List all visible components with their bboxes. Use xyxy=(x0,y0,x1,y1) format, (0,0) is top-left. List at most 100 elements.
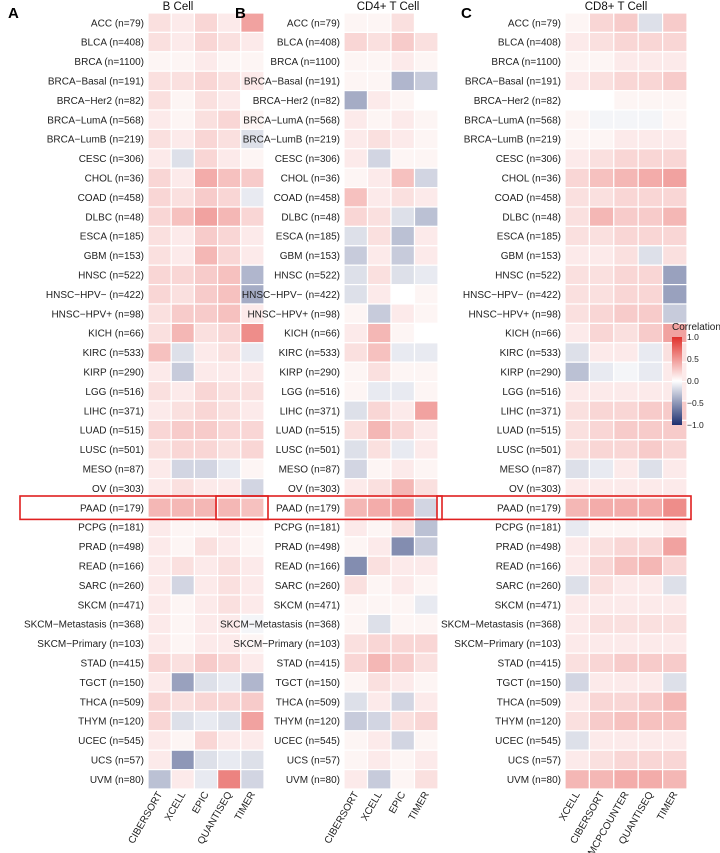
heatmap-cell xyxy=(217,536,242,557)
heatmap-cell xyxy=(564,89,590,111)
row-label: BRCA−Basal (n=191) xyxy=(48,77,144,88)
heatmap-cell xyxy=(170,478,195,499)
heatmap-cell xyxy=(170,89,195,111)
heatmap-cell xyxy=(217,458,242,480)
heatmap-cell xyxy=(637,768,664,790)
heatmap-cell xyxy=(588,671,615,693)
heatmap-cell xyxy=(217,70,242,92)
heatmap-cell xyxy=(588,89,615,111)
heatmap-cell xyxy=(413,303,439,324)
heatmap-cell xyxy=(390,749,416,771)
heatmap-cell xyxy=(637,109,664,130)
heatmap-cell xyxy=(564,497,590,518)
heatmap-cell xyxy=(147,342,172,363)
heatmap-cell xyxy=(613,381,639,402)
row-label: STAD (n=415) xyxy=(498,659,561,670)
heatmap-cell xyxy=(193,187,219,208)
panel-letter: A xyxy=(8,5,19,22)
heatmap-cell xyxy=(240,730,265,751)
heatmap-cell xyxy=(147,652,172,674)
heatmap-cell xyxy=(390,478,416,499)
heatmap-cell xyxy=(661,458,688,480)
heatmap-cell xyxy=(193,381,219,402)
heatmap-cell xyxy=(661,70,688,92)
heatmap-cell xyxy=(193,225,219,247)
heatmap-cell xyxy=(661,768,688,790)
heatmap-cell xyxy=(147,633,172,654)
heatmap-cell xyxy=(413,710,439,732)
heatmap-cell xyxy=(661,555,688,577)
row-label: GBM (n=153) xyxy=(84,251,144,262)
heatmap-cell xyxy=(564,31,590,53)
row-label: UCS (n=57) xyxy=(91,756,144,767)
heatmap-cell xyxy=(147,555,172,577)
heatmap-cell xyxy=(366,264,392,286)
heatmap-cell xyxy=(413,31,439,53)
heatmap-cell xyxy=(588,749,615,771)
heatmap-cell xyxy=(588,225,615,247)
heatmap-cell xyxy=(613,574,639,596)
heatmap-cell xyxy=(637,128,664,150)
heatmap-cell xyxy=(637,730,664,751)
heatmap-cell xyxy=(613,516,639,538)
heatmap-cell xyxy=(564,284,590,305)
row-label: SKCM−Primary (n=103) xyxy=(233,639,340,650)
row-label: GBM (n=153) xyxy=(280,251,340,262)
row-label: BLCA (n=408) xyxy=(277,38,340,49)
heatmap-cell xyxy=(170,187,195,208)
heatmap-cell xyxy=(564,361,590,383)
heatmap-cell xyxy=(637,89,664,111)
heatmap-cell xyxy=(588,381,615,402)
heatmap-cell xyxy=(637,574,664,596)
heatmap-cell xyxy=(170,128,195,150)
heatmap-cell xyxy=(613,361,639,383)
heatmap-cell xyxy=(193,555,219,577)
row-label: MESO (n=87) xyxy=(279,465,340,476)
heatmap-cell xyxy=(193,633,219,654)
row-label: BLCA (n=408) xyxy=(81,38,144,49)
heatmap-cell xyxy=(613,633,639,654)
heatmap-cell xyxy=(564,516,590,538)
heatmap-cell xyxy=(564,691,590,712)
heatmap-cell xyxy=(343,671,369,693)
heatmap-cell xyxy=(564,342,590,363)
heatmap-cell xyxy=(343,439,369,460)
heatmap-cell xyxy=(366,749,392,771)
heatmap-cell xyxy=(613,594,639,615)
heatmap-cell xyxy=(217,128,242,150)
heatmap-cell xyxy=(147,381,172,402)
heatmap-cell xyxy=(217,400,242,421)
heatmap-cell xyxy=(564,206,590,227)
heatmap-cell xyxy=(661,478,688,499)
row-label: SKCM−Metastasis (n=368) xyxy=(24,620,144,631)
heatmap-cell xyxy=(661,264,688,286)
heatmap-cell xyxy=(588,419,615,441)
row-label: SARC (n=260) xyxy=(496,581,561,592)
heatmap-cell xyxy=(170,264,195,286)
heatmap-cell xyxy=(564,633,590,654)
heatmap-cell xyxy=(613,458,639,480)
heatmap-cell xyxy=(588,400,615,421)
heatmap-cell xyxy=(637,497,664,518)
column-label: EPIC xyxy=(387,790,408,816)
heatmap-cell xyxy=(170,594,195,615)
heatmap-cell xyxy=(390,768,416,790)
column-label: TIMER xyxy=(655,790,680,822)
heatmap-cell xyxy=(147,361,172,383)
panel-title: CD4+ T Cell xyxy=(357,1,420,13)
heatmap-cell xyxy=(217,361,242,383)
heatmap-cell xyxy=(366,419,392,441)
heatmap-cell xyxy=(661,109,688,130)
heatmap-cell xyxy=(613,187,639,208)
heatmap-cell xyxy=(147,478,172,499)
heatmap-cell xyxy=(170,245,195,266)
row-label: MESO (n=87) xyxy=(500,465,561,476)
heatmap-cell xyxy=(147,148,172,169)
heatmap-cell xyxy=(240,516,265,538)
heatmap-cell xyxy=(193,31,219,53)
heatmap-cell xyxy=(217,148,242,169)
row-label: LGG (n=516) xyxy=(502,387,561,398)
legend-tick-label: 1.0 xyxy=(687,332,699,342)
heatmap-cell xyxy=(240,361,265,383)
heatmap-cell xyxy=(390,730,416,751)
